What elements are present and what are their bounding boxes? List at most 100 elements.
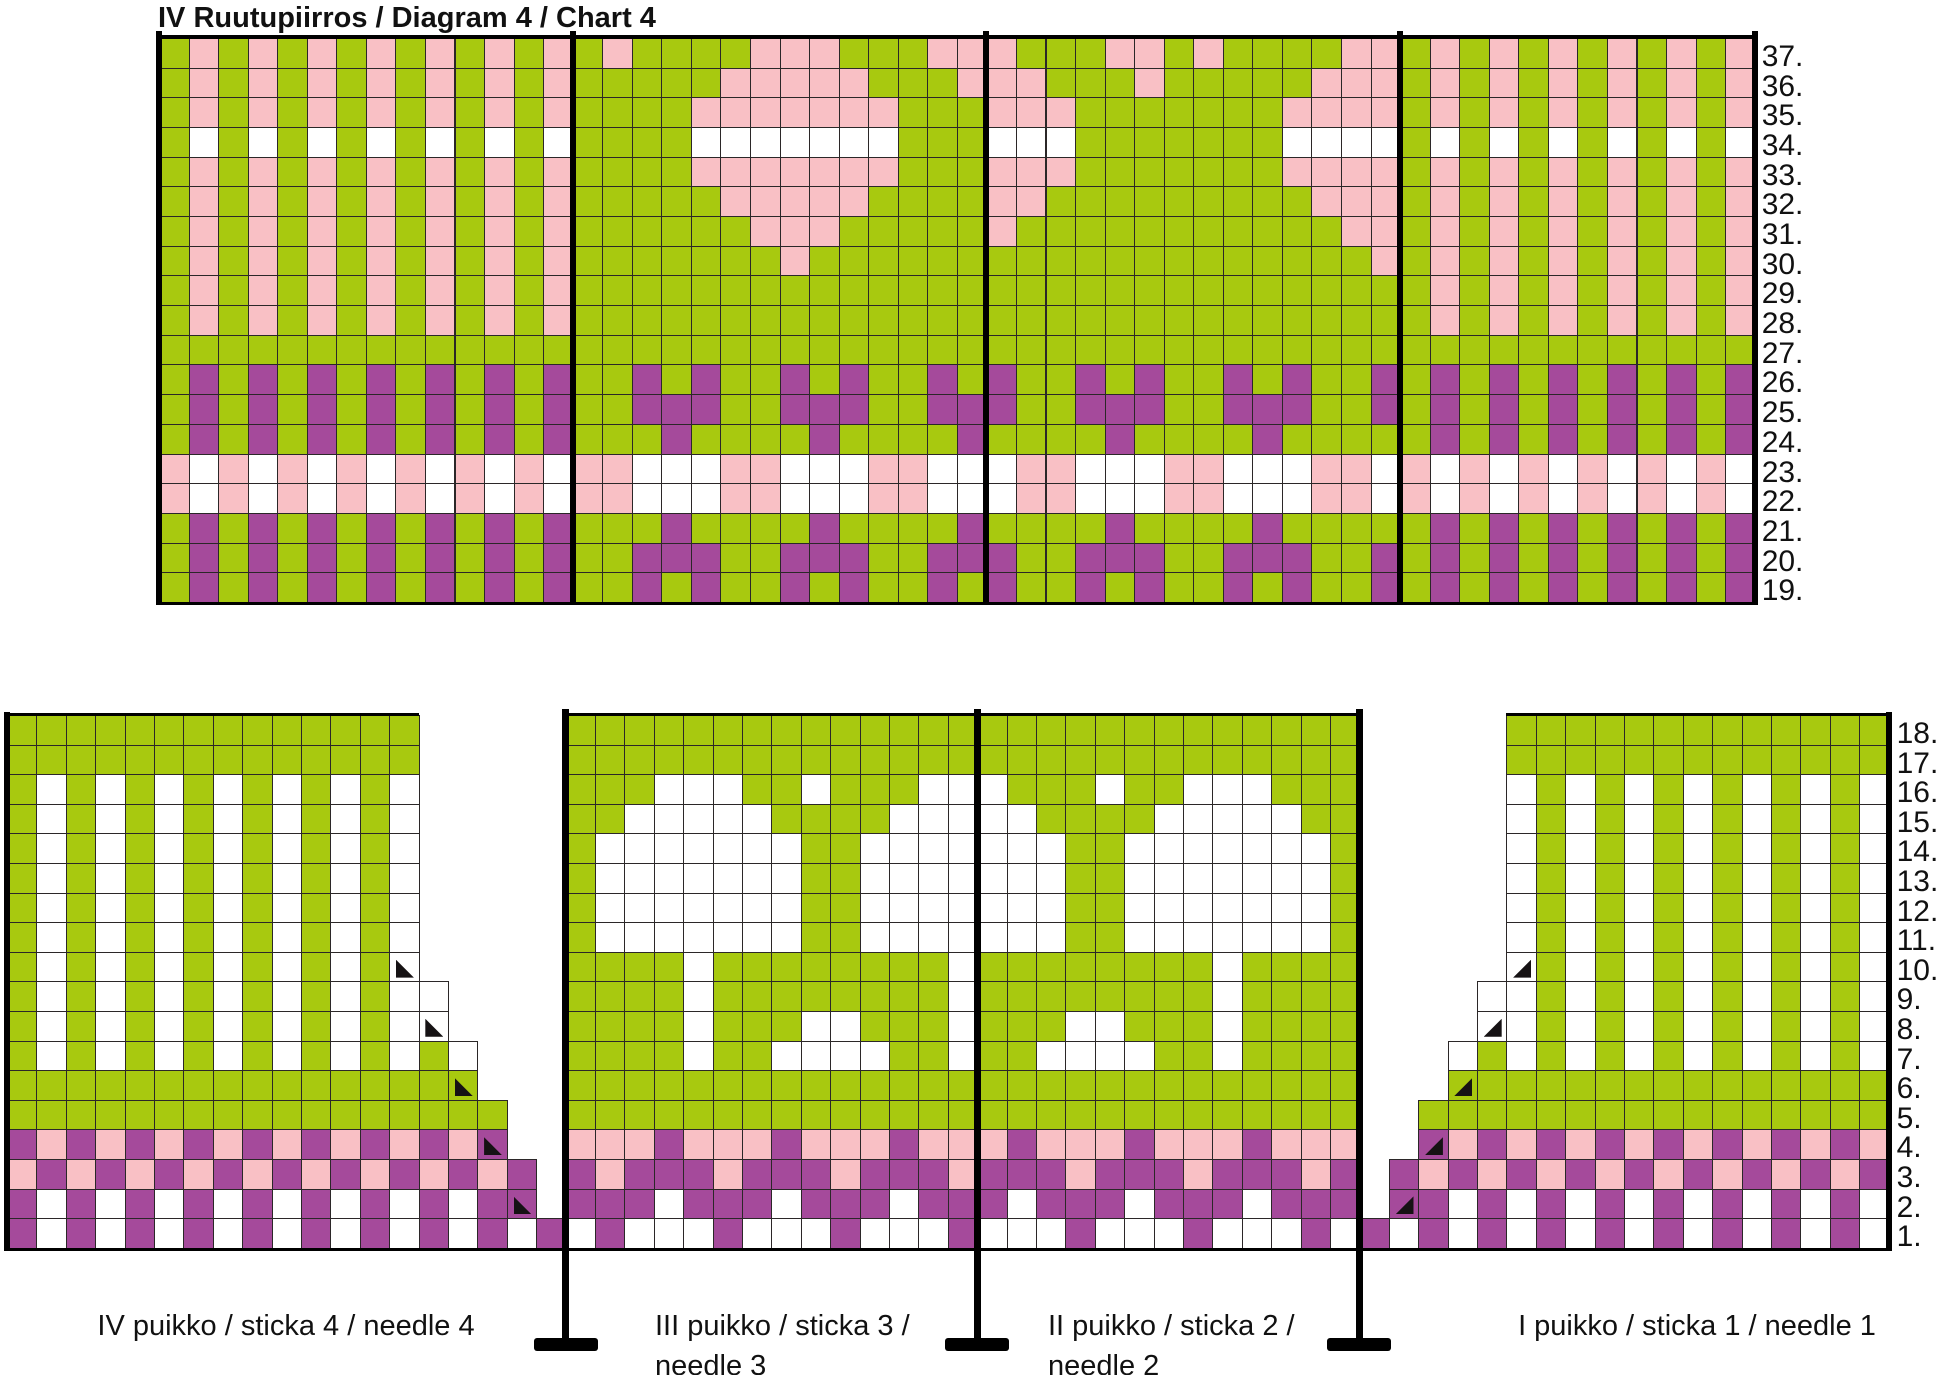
chart-cell <box>771 922 802 953</box>
chart-cell <box>1624 1188 1655 1220</box>
chart-cell <box>484 275 515 307</box>
chart-cell <box>683 803 714 835</box>
chart-cell <box>1547 394 1579 425</box>
chart-cell <box>365 97 397 129</box>
chart-cell <box>1036 803 1067 835</box>
chart-cell <box>1459 38 1490 69</box>
chart-cell <box>1153 951 1184 983</box>
chart-cell <box>506 1159 538 1190</box>
chart-cell <box>683 1040 714 1072</box>
chart-cell <box>750 572 781 603</box>
chart-cell <box>65 1011 97 1042</box>
chart-cell <box>271 863 302 894</box>
chart-cell <box>1015 156 1047 188</box>
chart-cell <box>1800 1040 1831 1072</box>
chart-cell <box>838 364 870 396</box>
chart-cell <box>1036 892 1067 924</box>
chart-cell <box>1636 97 1668 129</box>
chart-cell <box>454 275 486 307</box>
chart-cell <box>1535 981 1567 1012</box>
chart-cell <box>986 453 1017 485</box>
chart-cell <box>1606 483 1638 514</box>
chart-cell <box>868 483 899 514</box>
chart-cell <box>1212 863 1243 894</box>
chart-cell <box>159 394 190 425</box>
chart-cell <box>1725 334 1756 366</box>
chart-cell <box>1036 1188 1067 1220</box>
chart-cell <box>1606 423 1638 455</box>
chart-cell <box>1134 572 1165 603</box>
chart-cell <box>36 1099 67 1131</box>
chart-cell <box>330 1218 361 1249</box>
chart-cell <box>1624 863 1655 894</box>
chart-cell <box>1341 67 1372 99</box>
chart-cell <box>1535 803 1567 835</box>
chart-cell <box>897 156 929 188</box>
chart-cell <box>1370 453 1402 485</box>
chart-cell <box>1193 275 1224 307</box>
chart-cell <box>1712 1188 1743 1220</box>
chart-cell <box>1488 512 1520 544</box>
chart-cell <box>188 97 220 129</box>
chart-cell <box>247 364 279 396</box>
chart-cell <box>1594 892 1625 924</box>
chart-cell <box>859 1188 890 1220</box>
chart-cell <box>720 572 751 603</box>
chart-cell <box>1212 1099 1243 1131</box>
chart-cell <box>36 1218 67 1249</box>
chart-cell <box>771 1188 802 1220</box>
chart-cell <box>418 981 449 1012</box>
chart-cell <box>809 572 840 603</box>
chart-cell <box>1163 483 1195 514</box>
chart-cell <box>572 38 604 69</box>
chart-cell <box>897 275 929 307</box>
chart-cell <box>1725 127 1756 158</box>
chart-cell <box>359 951 391 983</box>
chart-cell <box>897 394 929 425</box>
chart-cell <box>661 156 692 188</box>
chart-cell <box>1193 38 1224 69</box>
chart-cell <box>565 922 596 953</box>
chart-cell <box>336 38 367 69</box>
chart-cell <box>1725 572 1756 603</box>
row-label: 35. <box>1761 99 1804 133</box>
chart-cell <box>1094 1099 1126 1131</box>
chart-cell <box>1695 156 1727 188</box>
chart-cell <box>1829 833 1861 864</box>
chart-cell <box>1300 1129 1331 1160</box>
chart-cell <box>242 833 273 864</box>
needle-label: I puikko / sticka 1 / needle 1 <box>1518 1306 1876 1346</box>
chart-cell <box>365 512 397 544</box>
chart-cell <box>1518 364 1549 396</box>
chart-cell <box>653 892 685 924</box>
chart-cell <box>712 1099 743 1131</box>
chart-cell <box>36 892 67 924</box>
chart-cell <box>1124 1099 1155 1131</box>
chart-cell <box>484 216 515 247</box>
chart-cell <box>7 863 38 894</box>
chart-cell <box>1577 572 1608 603</box>
chart-cell <box>1300 922 1331 953</box>
chart-cell <box>771 892 802 924</box>
chart-cell <box>424 542 456 574</box>
chart-cell <box>1594 774 1625 805</box>
chart-cell <box>1222 275 1254 307</box>
chart-cell <box>1577 542 1608 574</box>
chart-cell <box>1506 1129 1537 1160</box>
chart-cell <box>1829 951 1861 983</box>
chart-cell <box>1124 803 1155 835</box>
chart-cell <box>1134 245 1165 277</box>
chart-cell <box>513 572 545 603</box>
chart-cell <box>424 245 456 277</box>
chart-cell <box>1459 127 1490 158</box>
chart-cell <box>277 97 308 129</box>
chart-cell <box>1859 1159 1890 1190</box>
chart-cell <box>565 1188 596 1220</box>
chart-cell <box>1252 364 1283 396</box>
chart-cell <box>247 38 279 69</box>
chart-cell <box>1075 127 1106 158</box>
needle-divider-line <box>973 709 981 1348</box>
chart-cell <box>154 1040 185 1072</box>
chart-cell <box>1459 512 1490 544</box>
chart-cell <box>543 364 574 396</box>
